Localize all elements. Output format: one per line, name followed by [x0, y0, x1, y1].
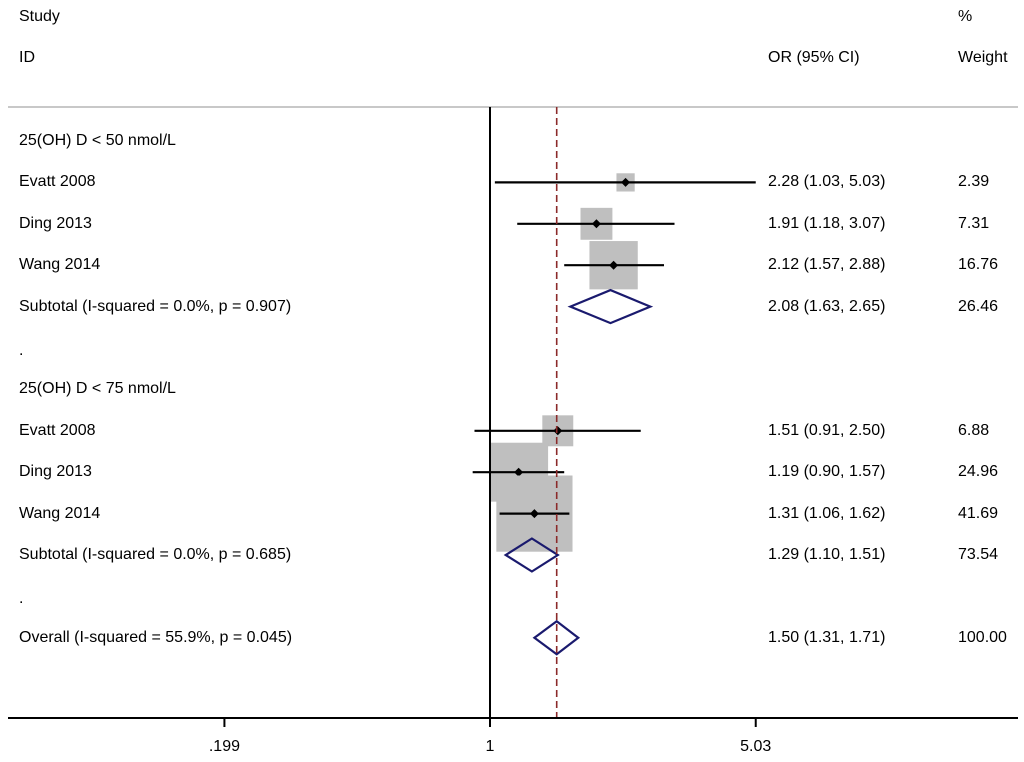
- overall-diamond: [532, 619, 581, 656]
- x-tick-label: .199: [208, 738, 240, 755]
- point-estimate-marker: [621, 177, 631, 187]
- study-label: Ding 2013: [19, 463, 92, 481]
- or-ci-value: 1.31 (1.06, 1.62): [768, 504, 886, 522]
- or-ci-value: 1.50 (1.31, 1.71): [768, 628, 886, 646]
- or-ci-value: 2.08 (1.63, 2.65): [768, 297, 886, 315]
- point-estimate-marker: [553, 426, 563, 436]
- weight-value: 26.46: [958, 297, 999, 315]
- weight-value: 41.69: [958, 504, 999, 522]
- study-label: Ding 2013: [19, 214, 92, 232]
- x-tick-label: 5.03: [740, 738, 772, 755]
- weight-value: 73.54: [958, 546, 999, 563]
- overall-label: Overall (I-squared = 55.9%, p = 0.045): [19, 628, 293, 646]
- header-study-label: Study: [19, 8, 60, 25]
- or-ci-value: 1.29 (1.10, 1.51): [768, 546, 886, 563]
- weight-value: 16.76: [958, 256, 999, 274]
- or-ci-value: 1.19 (0.90, 1.57): [768, 463, 886, 481]
- subtotal-label: Subtotal (I-squared = 0.0%, p = 0.907): [19, 297, 292, 315]
- study-label: Evatt 2008: [19, 421, 96, 439]
- point-estimate-marker: [529, 509, 539, 519]
- group-heading: 25(OH) D < 50 nmol/L: [19, 132, 176, 149]
- subtotal-label: Subtotal (I-squared = 0.0%, p = 0.685): [19, 546, 292, 563]
- header-percent-label: %: [958, 8, 973, 25]
- point-estimate-marker: [514, 467, 524, 477]
- weight-value: 100.00: [958, 628, 1007, 646]
- or-ci-value: 2.12 (1.57, 2.88): [768, 256, 886, 274]
- or-ci-value: 1.51 (0.91, 2.50): [768, 421, 886, 439]
- study-label: Wang 2014: [19, 256, 101, 274]
- or-ci-value: 2.28 (1.03, 5.03): [768, 173, 886, 191]
- point-estimate-marker: [591, 219, 601, 229]
- study-label: Evatt 2008: [19, 173, 96, 191]
- subtotal-diamond: [567, 288, 654, 325]
- subtotal-diamond: [503, 537, 560, 573]
- weight-value: 24.96: [958, 463, 999, 481]
- spacer-dot: .: [19, 342, 24, 359]
- or-ci-value: 1.91 (1.18, 3.07): [768, 214, 886, 232]
- spacer-dot: .: [19, 590, 24, 608]
- x-tick-label: 1: [485, 738, 495, 755]
- header-or-label: OR (95% CI): [768, 49, 860, 66]
- weight-value: 2.39: [958, 173, 990, 191]
- weight-value: 7.31: [958, 214, 990, 232]
- point-estimate-marker: [609, 260, 619, 270]
- header-weight-label: Weight: [958, 49, 1008, 66]
- header-id-label: ID: [19, 49, 35, 66]
- study-label: Wang 2014: [19, 504, 101, 522]
- group-heading: 25(OH) D < 75 nmol/L: [19, 380, 176, 398]
- weight-value: 6.88: [958, 421, 990, 439]
